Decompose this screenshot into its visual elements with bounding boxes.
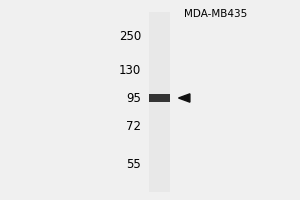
Text: 95: 95: [126, 92, 141, 104]
Bar: [148, 94, 170, 102]
Text: 72: 72: [126, 120, 141, 134]
Bar: [148, 12, 170, 192]
Text: 55: 55: [126, 158, 141, 170]
Text: MDA-MB435: MDA-MB435: [184, 9, 248, 19]
Polygon shape: [178, 94, 190, 102]
Text: 130: 130: [119, 64, 141, 76]
Text: 250: 250: [119, 29, 141, 43]
